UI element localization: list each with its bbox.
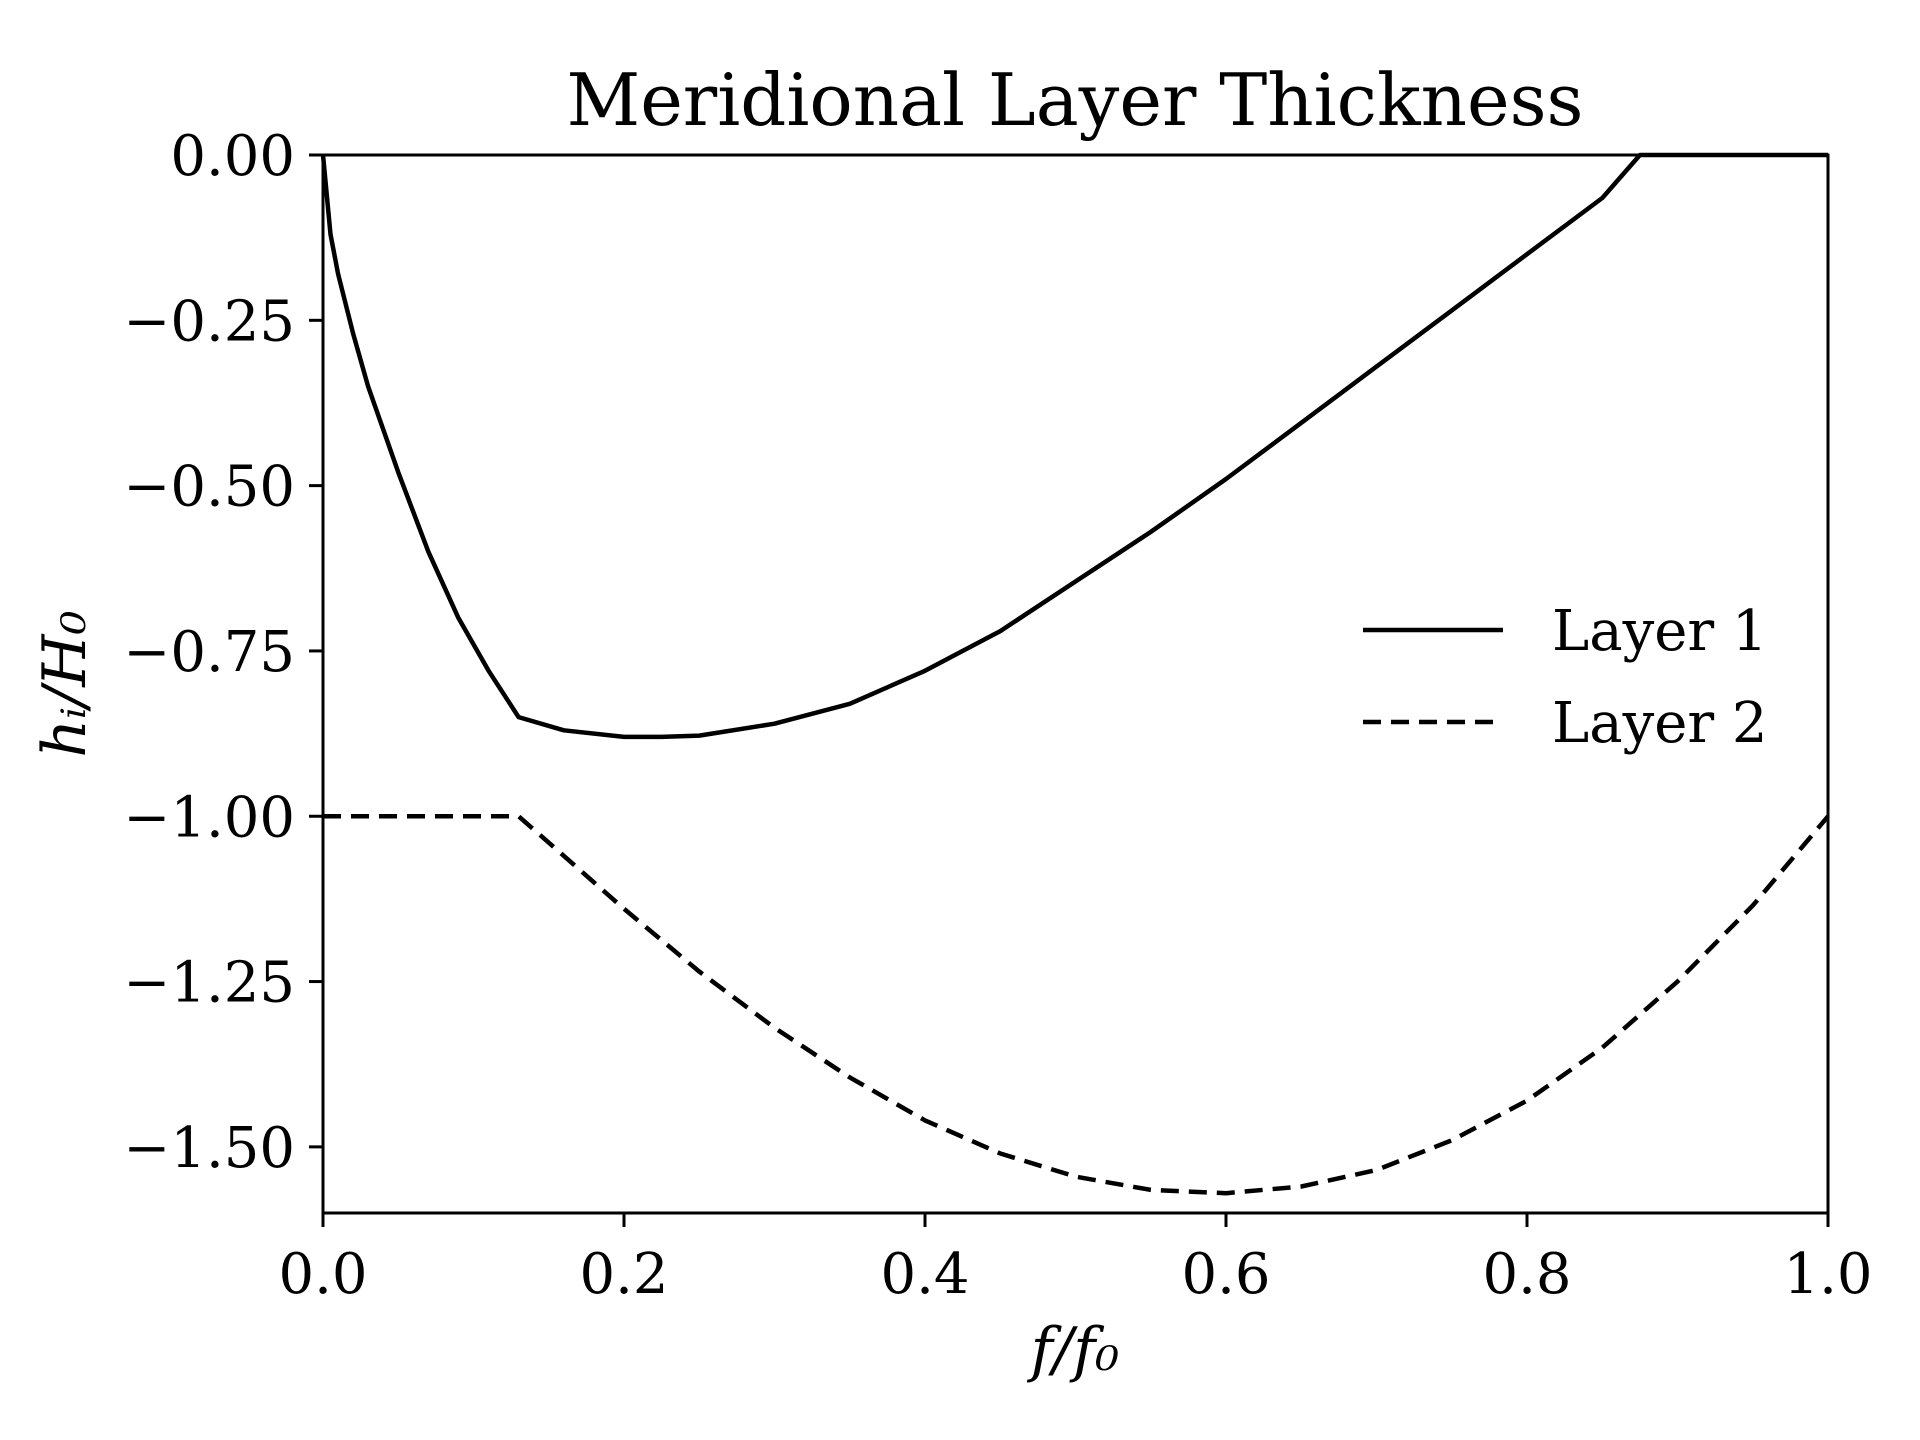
plot-frame	[321, 153, 1830, 1215]
y-axis: 0.00 −0.25 −0.50 −0.75 −1.00 −1.25 −1.50	[123, 124, 323, 1181]
series-line-layer-1	[320, 152, 1828, 740]
y-axis-label: hᵢ/H₀	[30, 610, 100, 757]
legend-label-layer-2: Layer 2	[1552, 691, 1768, 756]
legend-label-layer-1: Layer 1	[1552, 599, 1768, 664]
y-tick-label: −1.50	[123, 1116, 295, 1181]
series-line-layer-2	[323, 814, 1830, 1196]
x-axis-label: f/f₀	[1027, 1315, 1120, 1385]
y-tick-label: −0.50	[123, 455, 295, 520]
x-tick-label: 0.2	[579, 1242, 668, 1307]
y-tick-label: −0.75	[123, 620, 295, 685]
x-tick-label: 1.0	[1783, 1242, 1872, 1307]
chart-title: Meridional Layer Thickness	[566, 58, 1583, 142]
x-axis: 0.0 0.2 0.4 0.6 0.8 1.0	[278, 1213, 1873, 1307]
x-tick-label: 0.8	[1482, 1242, 1571, 1307]
x-tick-label: 0.6	[1181, 1242, 1270, 1307]
y-tick-label: 0.00	[170, 124, 295, 189]
y-tick-label: −1.25	[123, 951, 295, 1016]
plot-area	[320, 152, 1830, 1196]
x-tick-label: 0.4	[880, 1242, 969, 1307]
y-tick-label: −1.00	[123, 785, 295, 850]
x-tick-label: 0.0	[278, 1242, 367, 1307]
y-tick-label: −0.25	[123, 289, 295, 354]
legend: Layer 1 Layer 2	[1363, 599, 1768, 756]
